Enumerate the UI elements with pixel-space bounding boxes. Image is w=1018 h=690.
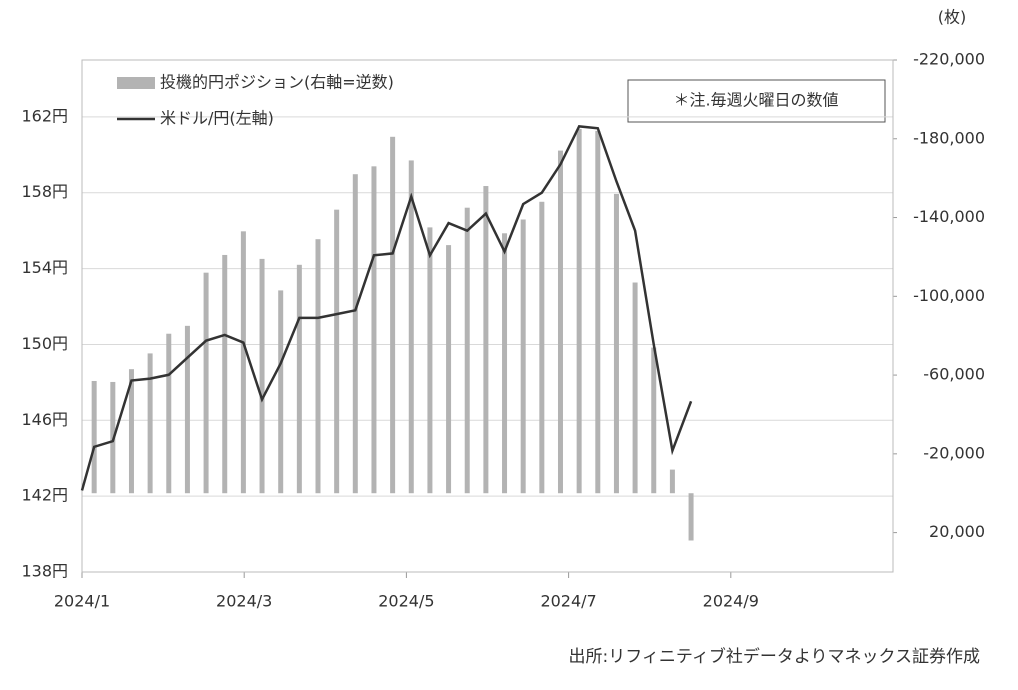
bar xyxy=(390,136,396,494)
bar xyxy=(651,347,657,494)
bar xyxy=(184,325,190,494)
bar xyxy=(166,333,172,494)
bar xyxy=(371,166,377,494)
bar xyxy=(688,493,694,541)
bar xyxy=(483,186,489,494)
bar xyxy=(576,128,582,494)
bar xyxy=(147,353,153,494)
y-tick-label: 162円 xyxy=(21,106,68,125)
y-tick-label: 154円 xyxy=(21,258,68,277)
bar xyxy=(632,282,638,494)
bar xyxy=(352,174,358,494)
bar xyxy=(203,272,209,494)
y-tick-label: 138円 xyxy=(21,562,68,581)
annotation-box xyxy=(627,79,886,123)
bar xyxy=(296,264,302,494)
annotation: ＊注.毎週火曜日の数値 xyxy=(673,91,838,110)
legend-label: 米ドル/円(左軸) xyxy=(160,109,274,128)
bar xyxy=(91,380,97,494)
y2-tick-label: -140,000 xyxy=(913,207,985,226)
bar xyxy=(464,207,470,494)
x-tick-label: 2024/1 xyxy=(54,592,110,611)
legend-swatch xyxy=(117,77,155,89)
bar xyxy=(539,201,545,494)
bar xyxy=(595,130,601,494)
bar xyxy=(502,233,508,494)
y-tick-label: 150円 xyxy=(21,334,68,353)
bar xyxy=(613,193,619,494)
y2-tick-label: 20,000 xyxy=(929,522,985,541)
x-tick-label: 2024/7 xyxy=(540,592,596,611)
bar xyxy=(259,258,265,494)
bar xyxy=(520,219,526,494)
y2-tick-label: -100,000 xyxy=(913,286,985,305)
y2-tick-label: -20,000 xyxy=(923,443,985,462)
bar xyxy=(278,290,284,494)
y-tick-label: 158円 xyxy=(21,182,68,201)
bar xyxy=(446,245,452,494)
x-tick-label: 2024/3 xyxy=(216,592,272,611)
x-tick-label: 2024/9 xyxy=(703,592,759,611)
y2-axis-unit: (枚) xyxy=(938,8,967,27)
bar xyxy=(408,160,414,494)
bar xyxy=(334,209,340,494)
source: 出所:リフィニティブ社データよりマネックス証券作成 xyxy=(568,646,980,667)
bar xyxy=(240,231,246,494)
bar xyxy=(128,369,134,494)
line xyxy=(80,125,693,491)
y2-tick-label: -180,000 xyxy=(913,128,985,147)
y2-tick-label: -60,000 xyxy=(923,365,985,384)
y-tick-label: 146円 xyxy=(21,410,68,429)
y2-tick-label: -220,000 xyxy=(913,50,985,69)
y-tick-label: 142円 xyxy=(21,486,68,505)
bar xyxy=(315,239,321,494)
legend-label: 投機的円ポジション(右軸=逆数) xyxy=(160,73,394,92)
plot-frame xyxy=(81,59,894,573)
bar xyxy=(222,254,228,494)
bar xyxy=(557,150,563,494)
bar xyxy=(669,469,675,494)
bar xyxy=(427,227,433,494)
x-tick-label: 2024/5 xyxy=(378,592,434,611)
